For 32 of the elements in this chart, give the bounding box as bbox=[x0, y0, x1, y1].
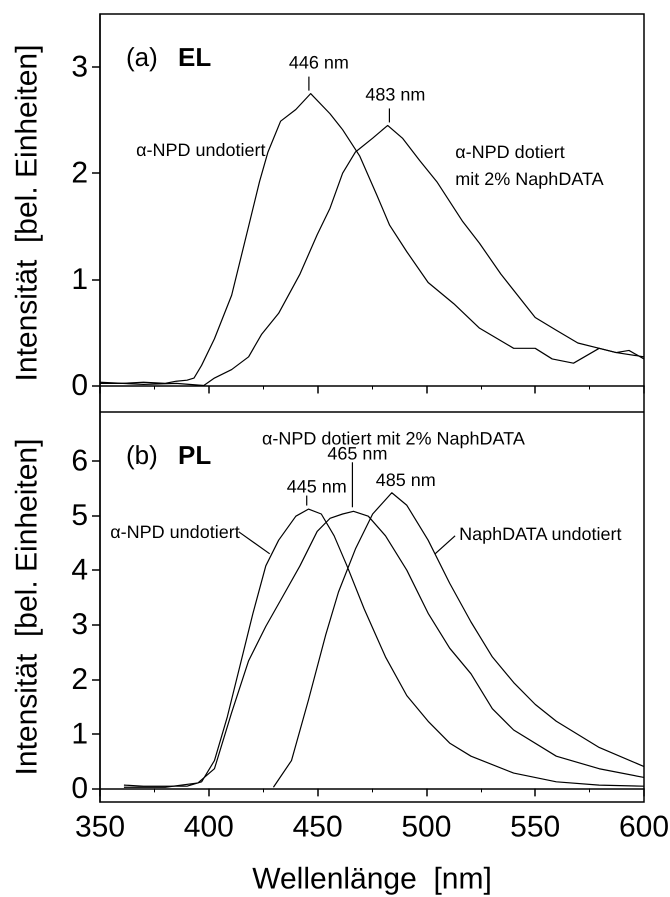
text: EL bbox=[178, 42, 212, 72]
y-tick-label: 3 bbox=[71, 608, 88, 642]
y-axis-title: Intensität [bel. Einheiten] bbox=[10, 438, 44, 776]
annotation: 485 nm bbox=[376, 470, 436, 490]
y-axis-title: Intensität [bel. Einheiten] bbox=[10, 44, 44, 382]
x-tick-label: 350 bbox=[74, 810, 126, 844]
y-tick-label: 0 bbox=[71, 772, 88, 805]
annotation: NaphDATA undotiert bbox=[459, 524, 622, 544]
annotation: α-NPD dotiert mit 2% NaphDATA bbox=[455, 142, 604, 190]
annotation: α-NPD undotiert bbox=[110, 522, 240, 542]
text: (a) bbox=[126, 42, 158, 72]
annotation: 483 nm bbox=[365, 84, 426, 104]
y-tick-label: 3 bbox=[71, 50, 88, 84]
y-tick-label: 1 bbox=[71, 262, 88, 296]
y-tick-label: 6 bbox=[71, 444, 88, 478]
y-tick-label: 2 bbox=[71, 662, 88, 696]
x-tick-label: 400 bbox=[184, 810, 234, 844]
text: (b) bbox=[126, 440, 158, 470]
y-tick-label: 4 bbox=[71, 554, 88, 587]
x-tick-label: 600 bbox=[618, 810, 670, 844]
x-tick-label: 450 bbox=[292, 810, 343, 844]
text: PL bbox=[178, 440, 212, 470]
y-tick-label: 0 bbox=[71, 368, 88, 402]
y-tick-label: 1 bbox=[71, 717, 88, 750]
x-tick-label: 500 bbox=[401, 810, 452, 844]
annotation: α-NPD undotiert bbox=[136, 140, 266, 160]
x-tick-label: 550 bbox=[510, 810, 560, 844]
annotation: 445 nm bbox=[286, 476, 347, 497]
y-tick-label: 2 bbox=[71, 156, 88, 190]
x-axis-title: Wellenlänge [nm] bbox=[252, 862, 492, 896]
annotation: 446 nm bbox=[288, 52, 349, 73]
y-tick-label: 5 bbox=[71, 499, 88, 532]
